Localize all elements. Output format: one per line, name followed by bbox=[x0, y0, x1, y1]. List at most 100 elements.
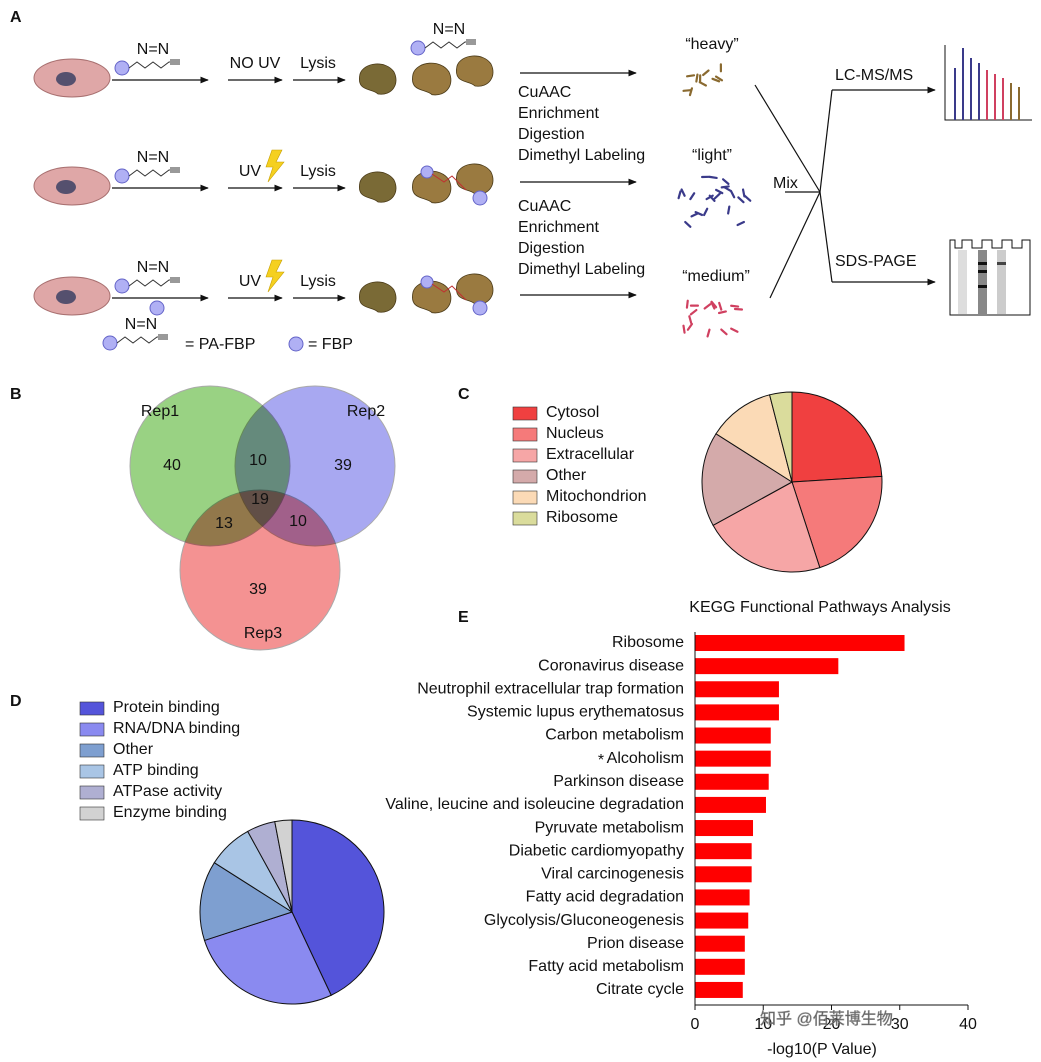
fbp bbox=[149, 300, 165, 316]
bar bbox=[695, 912, 749, 929]
chart-title: KEGG Functional Pathways Analysis bbox=[689, 599, 950, 616]
probe bbox=[420, 165, 434, 179]
region-count: 19 bbox=[251, 491, 269, 508]
linker bbox=[128, 277, 180, 287]
linker bbox=[431, 173, 467, 191]
nucleus bbox=[56, 180, 76, 194]
protein bbox=[358, 281, 397, 313]
peptide bbox=[690, 212, 699, 218]
legend-swatch bbox=[512, 427, 538, 442]
y-tick-label: Fatty acid degradation bbox=[526, 889, 684, 906]
legend-swatch bbox=[512, 490, 538, 505]
peptide bbox=[729, 189, 736, 199]
workup-step: Digestion bbox=[518, 240, 585, 257]
workup-step: Enrichment bbox=[518, 219, 599, 236]
x-tick-label: 0 bbox=[691, 1016, 700, 1033]
bar bbox=[695, 681, 779, 698]
peptide bbox=[721, 178, 730, 185]
peptide bbox=[682, 89, 692, 92]
fraction-label: “light” bbox=[692, 147, 732, 164]
x-tick-label: 40 bbox=[959, 1016, 977, 1033]
y-tick-label: Prion disease bbox=[587, 935, 684, 952]
venn-set bbox=[179, 489, 341, 651]
legend-swatch bbox=[79, 722, 105, 737]
x-tick-label: 30 bbox=[891, 1016, 909, 1033]
legend-swatch bbox=[79, 785, 105, 800]
legend-text: = FBP bbox=[308, 336, 353, 353]
peptide bbox=[686, 74, 696, 78]
pie-slice bbox=[791, 391, 883, 483]
mix-label: Mix bbox=[773, 175, 798, 192]
panel-label: D bbox=[10, 693, 22, 710]
peptide bbox=[688, 315, 693, 325]
peptide bbox=[706, 328, 711, 338]
peptide bbox=[736, 220, 746, 227]
annotation: * bbox=[598, 752, 604, 769]
fraction-label: “heavy” bbox=[685, 36, 738, 53]
pie-slice bbox=[712, 481, 821, 573]
legend-swatch bbox=[79, 764, 105, 779]
y-tick-label: Pyruvate metabolism bbox=[535, 819, 684, 836]
probe bbox=[114, 60, 130, 76]
bar bbox=[695, 958, 745, 975]
y-tick-label: Carbon metabolism bbox=[545, 727, 684, 744]
set-label: Rep1 bbox=[141, 403, 179, 420]
pie-slice bbox=[701, 433, 793, 527]
gel-band bbox=[978, 262, 987, 265]
peptide bbox=[702, 207, 709, 217]
peptide bbox=[688, 87, 694, 97]
legend-label: ATPase activity bbox=[113, 783, 222, 800]
region-count: 10 bbox=[249, 452, 267, 469]
bar bbox=[695, 704, 779, 721]
gel-band bbox=[997, 262, 1006, 265]
legend-label: Ribosome bbox=[546, 509, 618, 526]
peptide bbox=[733, 307, 744, 311]
diazirine: N=N bbox=[137, 259, 169, 276]
line bbox=[819, 191, 833, 283]
legend-swatch bbox=[512, 448, 538, 463]
y-tick-label: Fatty acid metabolism bbox=[528, 958, 684, 975]
bar bbox=[695, 889, 750, 906]
pie-slice bbox=[791, 475, 883, 569]
y-tick-label: Neutrophil extracellular trap formation bbox=[417, 680, 684, 697]
gel bbox=[949, 239, 1031, 316]
gel-lane bbox=[958, 250, 967, 314]
pie-slice bbox=[769, 391, 793, 483]
protein bbox=[358, 171, 397, 203]
line bbox=[819, 89, 833, 193]
panel-label: E bbox=[458, 609, 469, 626]
panel-label: B bbox=[10, 386, 22, 403]
lysis-label: Lysis bbox=[300, 273, 336, 290]
probe bbox=[420, 275, 434, 289]
set-label: Rep2 bbox=[347, 403, 385, 420]
bar bbox=[695, 843, 752, 860]
peptide bbox=[743, 194, 752, 202]
peptide bbox=[720, 328, 728, 336]
peptide bbox=[684, 220, 692, 228]
treatment-label: NO UV bbox=[230, 55, 281, 72]
workup-step: CuAAC bbox=[518, 198, 571, 215]
peptide bbox=[711, 77, 721, 83]
linker bbox=[116, 334, 168, 344]
probe bbox=[102, 335, 118, 351]
region-count: 39 bbox=[334, 457, 352, 474]
protein bbox=[358, 63, 397, 95]
legend-text: = PA-FBP bbox=[185, 336, 255, 353]
gel-lane bbox=[978, 250, 987, 314]
legend-swatch bbox=[79, 743, 105, 758]
peptide bbox=[717, 310, 727, 315]
workup-step: Digestion bbox=[518, 126, 585, 143]
bar bbox=[695, 727, 771, 744]
peptide bbox=[741, 188, 746, 198]
peptide bbox=[680, 188, 686, 197]
protein bbox=[455, 163, 494, 195]
panel-label: C bbox=[458, 386, 470, 403]
peptide bbox=[686, 322, 694, 331]
bar bbox=[695, 773, 769, 790]
peptide bbox=[685, 299, 689, 309]
uv-bolt bbox=[265, 259, 285, 293]
y-tick-label: Diabetic cardiomyopathy bbox=[509, 842, 684, 859]
peptide bbox=[710, 301, 716, 310]
watermark: 知乎 @佰莱博生物 bbox=[760, 1010, 893, 1028]
gel-lane bbox=[997, 250, 1006, 314]
